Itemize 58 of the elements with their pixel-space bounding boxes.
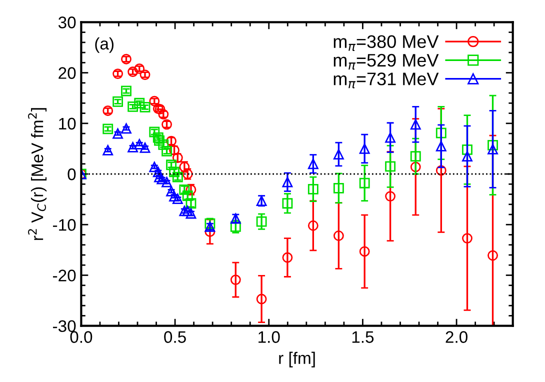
point <box>359 246 370 257</box>
x-tick-label: 1.5 <box>352 331 374 343</box>
y-tick-label: -10 <box>53 219 76 231</box>
point <box>166 186 176 196</box>
point <box>462 151 472 162</box>
point <box>172 194 183 204</box>
point <box>308 220 318 231</box>
point <box>156 174 168 184</box>
point <box>333 182 344 194</box>
point <box>256 216 267 227</box>
y-tick-label: 20 <box>58 67 76 79</box>
point <box>308 158 318 170</box>
point <box>488 140 498 150</box>
point <box>410 151 421 162</box>
legend-label: m$_{π}$=380 MeV <box>334 35 439 52</box>
y-tick-label: -20 <box>53 270 76 282</box>
x-axis-title: r [fm] <box>279 352 315 368</box>
point <box>102 145 114 156</box>
annotation: (a) <box>95 37 114 53</box>
point <box>256 294 267 304</box>
point <box>282 198 293 209</box>
y-tick-label: 0 <box>68 168 76 180</box>
point <box>230 274 241 285</box>
point <box>121 86 132 96</box>
point <box>112 96 124 107</box>
point <box>333 149 344 160</box>
point <box>204 226 216 237</box>
point <box>488 250 498 261</box>
point <box>462 233 472 244</box>
point <box>436 140 446 152</box>
point <box>359 143 370 154</box>
point <box>385 191 396 202</box>
point <box>282 176 293 188</box>
point <box>436 128 446 138</box>
point <box>359 178 370 188</box>
point <box>140 142 150 153</box>
x-tick-label: 2.0 <box>446 331 468 343</box>
point <box>436 165 446 176</box>
point <box>140 102 150 112</box>
legend-label: m$_{π}$=529 MeV <box>334 54 439 70</box>
point <box>333 230 344 241</box>
y-tick-label: 10 <box>59 118 76 130</box>
y-tick-label: -30 <box>53 320 76 332</box>
point <box>308 184 318 194</box>
point <box>410 119 421 130</box>
point <box>385 161 396 172</box>
x-tick-label: 0.5 <box>164 331 186 343</box>
point <box>488 144 498 154</box>
x-tick-label: 1.0 <box>258 331 280 343</box>
point <box>102 124 114 134</box>
point <box>282 252 293 263</box>
y-tick-label: 30 <box>58 16 76 28</box>
point <box>462 144 472 155</box>
y-axis-title: r$^{2}$ V$_{C}$(r) [MeV fm$^{2}$] <box>28 108 47 240</box>
x-tick-label: 0.0 <box>70 331 92 343</box>
legend-label: m$_{π}$=731 MeV <box>334 72 439 88</box>
point <box>385 132 396 143</box>
point <box>410 162 421 172</box>
